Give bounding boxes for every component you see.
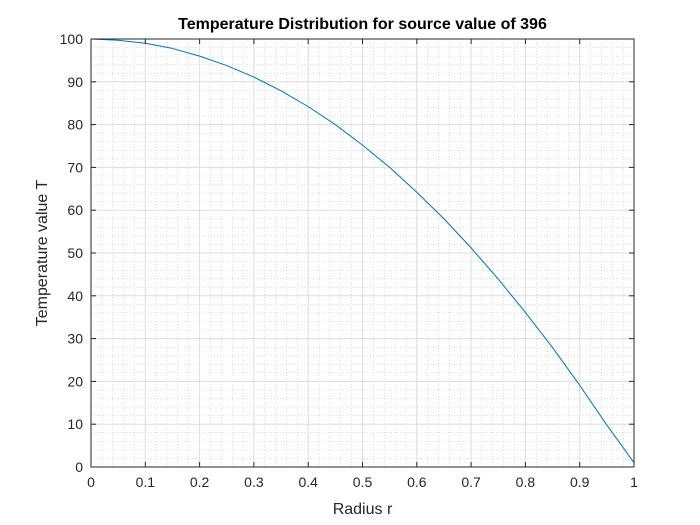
y-tick-label: 10 bbox=[67, 416, 83, 432]
y-axis-title: Temperature value T bbox=[34, 180, 51, 327]
y-tick-label: 30 bbox=[67, 331, 83, 347]
y-tick-label: 20 bbox=[67, 373, 83, 389]
x-tick-label: 0.5 bbox=[353, 474, 373, 490]
chart-title: Temperature Distribution for source valu… bbox=[178, 16, 547, 33]
y-tick-labels: 0 10 20 30 40 50 60 70 80 90 100 bbox=[60, 31, 84, 475]
x-tick-label: 0.3 bbox=[244, 474, 264, 490]
x-tick-label: 0.8 bbox=[516, 474, 536, 490]
tick-marks bbox=[90, 38, 635, 468]
x-tick-label: 1 bbox=[630, 474, 638, 490]
x-tick-label: 0.1 bbox=[136, 474, 156, 490]
series-line bbox=[90, 38, 635, 464]
x-tick-labels: 0 0.1 0.2 0.3 0.4 0.5 0.6 0.7 0.8 0.9 1 bbox=[87, 474, 638, 490]
y-tick-label: 60 bbox=[67, 202, 83, 218]
y-tick-label: 80 bbox=[67, 117, 83, 133]
x-tick-label: 0.6 bbox=[407, 474, 427, 490]
x-tick-label: 0.4 bbox=[298, 474, 318, 490]
series-layer bbox=[90, 38, 635, 464]
x-tick-label: 0.9 bbox=[570, 474, 590, 490]
x-axis-title: Radius r bbox=[333, 501, 393, 518]
y-tick-label: 0 bbox=[75, 459, 83, 475]
x-tick-label: 0.7 bbox=[461, 474, 481, 490]
y-tick-label: 70 bbox=[67, 159, 83, 175]
y-tick-label: 40 bbox=[67, 288, 83, 304]
x-tick-label: 0 bbox=[87, 474, 95, 490]
y-tick-label: 90 bbox=[67, 74, 83, 90]
minor-grid bbox=[91, 39, 634, 467]
y-tick-label: 100 bbox=[60, 31, 84, 47]
y-tick-label: 50 bbox=[67, 245, 83, 261]
x-tick-label: 0.2 bbox=[190, 474, 210, 490]
